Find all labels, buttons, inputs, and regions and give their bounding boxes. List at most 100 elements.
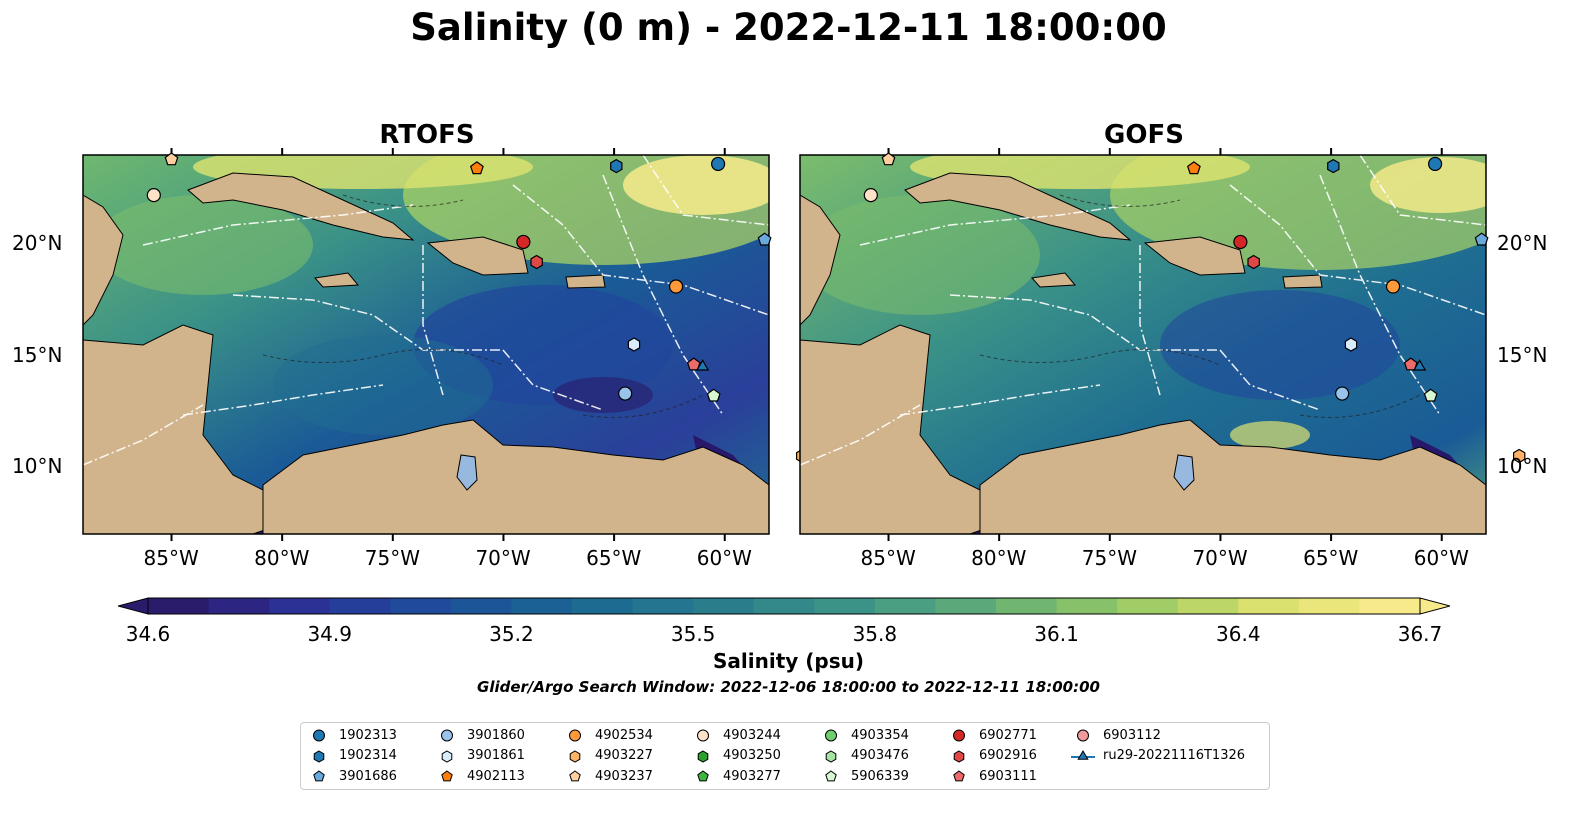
land-south-america: [979, 419, 1486, 534]
map-panel-gofs: [799, 148, 1526, 541]
colorbar-tick-label: 34.6: [125, 622, 171, 646]
lon-tick-label: 65°W: [586, 546, 642, 570]
lon-tick-label: 85°W: [860, 546, 916, 570]
platform-marker-5906339: [706, 388, 721, 402]
legend-label: 6902916: [979, 748, 1037, 763]
colorbar-segment: [450, 598, 512, 614]
legend-item: 3901861: [435, 746, 525, 766]
colorbar-segment: [511, 598, 573, 614]
land-puerto-rico: [565, 274, 606, 289]
colorbar-segment: [329, 598, 391, 614]
colorbar-label: Salinity (psu): [712, 649, 864, 673]
lon-tick-label: 70°W: [1192, 546, 1248, 570]
legend-marker-icon: [697, 749, 709, 763]
platform-marker-4903227: [1512, 448, 1526, 464]
legend-item: 6903112: [1071, 725, 1161, 745]
lon-tick-label: 75°W: [1081, 546, 1138, 570]
platform-marker-6903111: [686, 357, 701, 371]
lon-tick-label: 80°W: [254, 546, 310, 570]
legend-marker-icon: [313, 770, 325, 782]
land-hispaniola: [1143, 236, 1246, 276]
legend-marker-icon: [697, 770, 709, 782]
lat-tick-label: 10°N: [1497, 454, 1548, 479]
legend-item: 4903476: [819, 746, 909, 766]
legend-marker-icon: [825, 770, 837, 782]
lake-maracaibo: [1173, 454, 1195, 491]
legend-label: 4903250: [723, 748, 781, 763]
legend-label: 4903277: [723, 768, 781, 784]
platform-marker-6902916: [530, 254, 543, 270]
land-jamaica: [1031, 272, 1077, 288]
legend-label: 1902314: [339, 748, 397, 763]
legend-label: 3901861: [467, 748, 525, 763]
lon-tick-label: 75°W: [364, 546, 421, 570]
colorbar-segment: [814, 598, 876, 614]
platform-marker-3901861: [1344, 337, 1358, 352]
legend-item: 6902771: [947, 725, 1037, 745]
legend-item: 6902916: [947, 746, 1037, 766]
lat-tick-label: 20°N: [1497, 231, 1548, 256]
platform-marker-1902313: [1428, 156, 1443, 172]
figure-title: Salinity (0 m) - 2022-12-11 18:00:00: [410, 6, 1167, 49]
colorbar-tick-label: 36.1: [1034, 622, 1079, 646]
colorbar-tick-label: 35.2: [489, 622, 534, 646]
legend-label: 6902771: [979, 727, 1037, 743]
legend-item: 4903250: [691, 746, 781, 766]
lon-tick-label: 65°W: [1303, 546, 1359, 570]
legend-marker-icon: [441, 749, 453, 763]
legend-label: 6903111: [979, 768, 1037, 784]
legend-marker-icon: [953, 770, 965, 782]
colorbar-segment: [1056, 598, 1118, 614]
platform-marker-1902314: [1327, 158, 1340, 174]
legend-marker-icon: [953, 749, 965, 763]
legend-item: 5906339: [819, 766, 909, 786]
platform-marker-3901686: [757, 232, 772, 246]
legend-item: 3901860: [435, 725, 525, 745]
lat-tick-label: 10°N: [12, 454, 63, 479]
platform-marker-6903111: [1403, 357, 1418, 371]
legend-marker-icon: [1071, 749, 1095, 760]
legend-item: ru29-20221116T1326: [1071, 746, 1245, 766]
platform-marker-4902534: [1385, 279, 1401, 294]
platform-marker-4903244: [863, 188, 878, 203]
land-yucatan-central-america: [83, 194, 294, 534]
legend-item: 4903227: [563, 746, 653, 766]
lon-tick-label: 60°W: [1413, 546, 1469, 570]
legend-item: 4902113: [435, 766, 525, 786]
legend-label: 4903244: [723, 727, 781, 743]
lon-tick-label: 60°W: [696, 546, 752, 570]
colorbar-segment: [1177, 598, 1239, 614]
legend-marker-icon: [569, 749, 581, 763]
land-jamaica: [314, 272, 360, 288]
colorbar-tick-label: 35.5: [670, 622, 716, 646]
legend-label: 4902113: [467, 768, 525, 784]
platform-marker-1902313: [711, 156, 726, 172]
colorbar-tick-label: 35.8: [852, 622, 898, 646]
lat-tick-label: 15°N: [1497, 342, 1548, 367]
platform-marker-4902113: [1186, 161, 1201, 175]
land-cuba: [904, 172, 1132, 241]
colorbar-segment: [208, 598, 270, 614]
land-puerto-rico: [1282, 274, 1323, 289]
land-south-america: [262, 419, 769, 534]
colorbar-segment: [1298, 598, 1360, 614]
legend-label: 1902313: [339, 727, 397, 743]
legend-item: 6903111: [947, 766, 1037, 786]
colorbar-segment: [935, 598, 997, 614]
legend-label: 4903237: [595, 768, 653, 784]
legend-label: 4903476: [851, 748, 909, 763]
lon-tick-label: 85°W: [143, 546, 199, 570]
platform-marker-3901686: [1474, 232, 1489, 246]
land-cuba: [187, 172, 415, 241]
colorbar-segment: [148, 598, 210, 614]
platform-marker-3901861: [627, 337, 641, 352]
lon-tick-label: 70°W: [475, 546, 531, 570]
legend-item: 4903244: [691, 725, 781, 745]
colorbar-segment: [390, 598, 452, 614]
legend-label: ru29-20221116T1326: [1103, 748, 1246, 763]
platform-marker-5906339: [1423, 388, 1438, 402]
legend-item: 4903277: [691, 766, 781, 786]
eez-boundaries: [83, 155, 769, 466]
legend-label: 4902534: [595, 727, 653, 743]
legend-marker-icon: [313, 749, 325, 763]
